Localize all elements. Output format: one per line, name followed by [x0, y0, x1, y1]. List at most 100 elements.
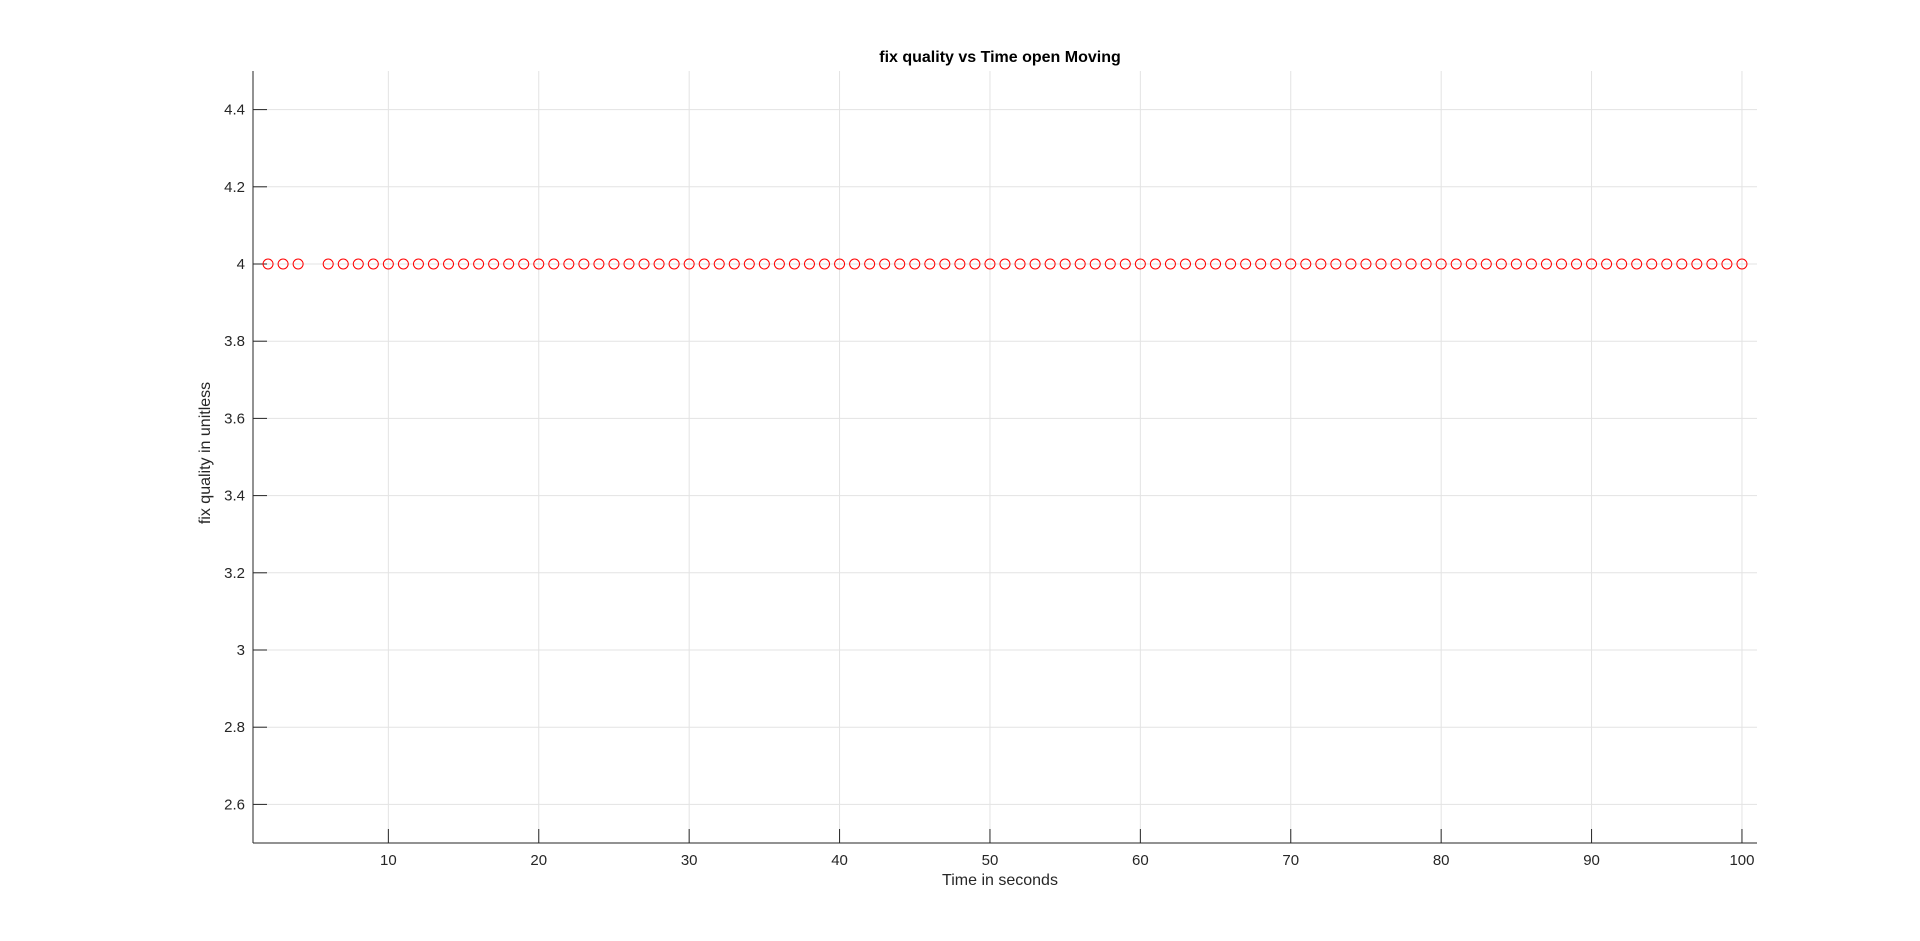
data-point: [1059, 258, 1071, 270]
data-point: [638, 258, 650, 270]
data-point: [924, 258, 936, 270]
data-point: [427, 258, 439, 270]
data-point: [608, 258, 620, 270]
data-point: [1390, 258, 1402, 270]
data-point: [1014, 258, 1026, 270]
data-point: [1540, 258, 1552, 270]
data-point: [864, 258, 876, 270]
data-point: [1044, 258, 1056, 270]
y-tick-label: 4: [237, 256, 245, 273]
data-point: [1495, 258, 1507, 270]
data-point: [999, 258, 1011, 270]
data-point: [1601, 258, 1613, 270]
data-point: [728, 258, 740, 270]
data-point: [367, 258, 379, 270]
data-point: [443, 258, 455, 270]
data-point: [518, 258, 530, 270]
data-point: [1360, 258, 1372, 270]
data-point: [1149, 258, 1161, 270]
data-point: [743, 258, 755, 270]
data-point: [683, 258, 695, 270]
x-tick-label: 40: [831, 852, 848, 869]
data-point: [758, 258, 770, 270]
x-tick-label: 50: [982, 852, 999, 869]
data-point: [1029, 258, 1041, 270]
data-point: [1480, 258, 1492, 270]
data-point: [1330, 258, 1342, 270]
data-point: [713, 258, 725, 270]
data-point: [834, 258, 846, 270]
data-point: [548, 258, 560, 270]
data-point: [397, 258, 409, 270]
data-point: [382, 258, 394, 270]
data-point: [593, 258, 605, 270]
data-point: [1510, 258, 1522, 270]
x-axis-label: Time in seconds: [942, 872, 1058, 889]
x-tick-label: 30: [681, 852, 698, 869]
data-point: [1586, 258, 1598, 270]
data-point: [1465, 258, 1477, 270]
y-tick-label: 2.6: [224, 796, 245, 813]
data-point: [1435, 258, 1447, 270]
data-point: [668, 258, 680, 270]
x-tick-label: 80: [1433, 852, 1450, 869]
data-point: [954, 258, 966, 270]
data-point: [1255, 258, 1267, 270]
y-tick-label: 3.6: [224, 410, 245, 427]
tick-labels: 10 20 30 40 50 60 70 80 90 100 2.6 2.8 3 3.2 3.4 3.6 3.8…: [224, 102, 1754, 869]
data-point: [1706, 258, 1718, 270]
data-point: [1525, 258, 1537, 270]
data-point: [1315, 258, 1327, 270]
data-point: [563, 258, 575, 270]
data-point: [1345, 258, 1357, 270]
chart-title: fix quality vs Time open Moving: [879, 49, 1121, 66]
data-point: [1631, 258, 1643, 270]
x-tick-label: 70: [1282, 852, 1299, 869]
data-point: [352, 258, 364, 270]
data-point: [773, 258, 785, 270]
data-point: [458, 258, 470, 270]
data-point: [788, 258, 800, 270]
data-point: [1661, 258, 1673, 270]
data-point: [1240, 258, 1252, 270]
data-point: [1450, 258, 1462, 270]
x-tick-label: 20: [530, 852, 547, 869]
data-point: [488, 258, 500, 270]
data-point: [653, 258, 665, 270]
data-point: [533, 258, 545, 270]
data-point: [1195, 258, 1207, 270]
data-points: [262, 258, 1748, 270]
data-point: [803, 258, 815, 270]
data-point: [292, 258, 304, 270]
data-point: [623, 258, 635, 270]
data-point: [1134, 258, 1146, 270]
grid-lines: [253, 71, 1757, 843]
data-point: [262, 258, 274, 270]
x-tick-label: 10: [380, 852, 397, 869]
data-point: [1691, 258, 1703, 270]
data-point: [1074, 258, 1086, 270]
data-point: [939, 258, 951, 270]
data-point: [1270, 258, 1282, 270]
data-point: [1210, 258, 1222, 270]
data-point: [473, 258, 485, 270]
x-tick-label: 90: [1583, 852, 1600, 869]
data-point: [1646, 258, 1658, 270]
data-point: [909, 258, 921, 270]
data-point: [1616, 258, 1628, 270]
data-point: [819, 258, 831, 270]
data-point: [1676, 258, 1688, 270]
data-point: [894, 258, 906, 270]
data-point: [412, 258, 424, 270]
data-point: [1420, 258, 1432, 270]
data-point: [849, 258, 861, 270]
data-point: [337, 258, 349, 270]
data-point: [969, 258, 981, 270]
data-point: [1555, 258, 1567, 270]
data-point: [1736, 258, 1748, 270]
y-axis-label: fix quality in unitless: [197, 382, 214, 524]
y-tick-label: 3.4: [224, 488, 245, 505]
data-point: [1179, 258, 1191, 270]
data-point: [1721, 258, 1733, 270]
